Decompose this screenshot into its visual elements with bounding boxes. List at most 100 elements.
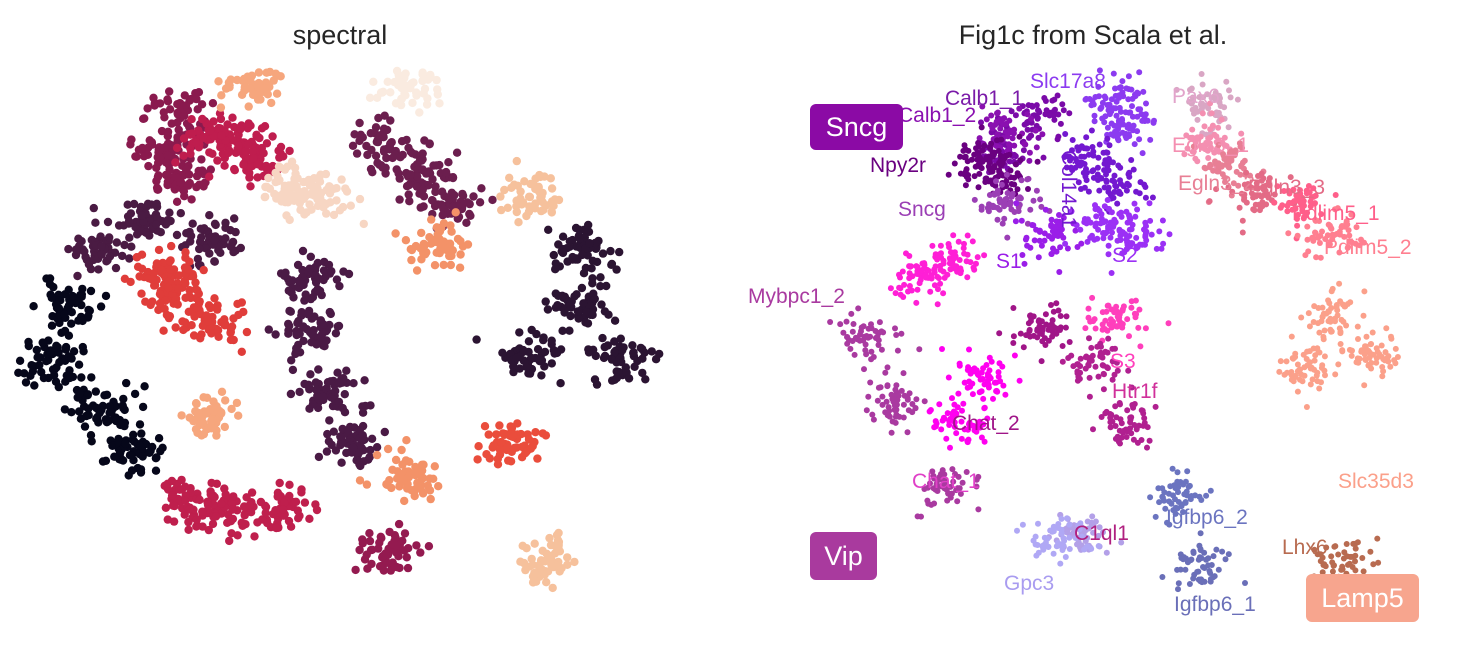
data-point <box>285 215 294 225</box>
data-point <box>979 147 985 154</box>
data-point <box>1136 422 1142 429</box>
data-point <box>372 450 382 460</box>
data-point <box>1112 403 1119 410</box>
data-point <box>923 274 930 281</box>
data-point <box>1116 210 1123 217</box>
data-point <box>1329 568 1336 575</box>
data-point <box>1108 411 1115 418</box>
cluster-chat_1 <box>926 346 1023 451</box>
cluster-label-slc35d3: Slc35d3 <box>1338 470 1414 493</box>
data-point <box>619 343 628 352</box>
cluster-label-mybpc1_2: Mybpc1_2 <box>748 285 845 308</box>
data-point <box>319 320 328 329</box>
data-point <box>549 250 558 260</box>
data-point <box>377 161 386 170</box>
data-point <box>299 336 308 346</box>
cluster-4 <box>348 111 497 233</box>
data-point <box>1027 244 1034 251</box>
data-point <box>1210 574 1217 581</box>
data-point <box>285 480 294 489</box>
data-point <box>1175 499 1182 505</box>
data-point <box>981 405 988 412</box>
cluster-htr1f <box>1059 335 1159 451</box>
data-point <box>497 205 506 215</box>
data-point <box>151 466 161 475</box>
data-point <box>170 501 179 511</box>
data-point <box>893 401 900 408</box>
data-point <box>1322 236 1329 242</box>
data-point <box>629 348 638 357</box>
data-point <box>1294 215 1300 222</box>
data-point <box>245 500 254 510</box>
data-point <box>1058 226 1065 233</box>
data-point <box>1095 154 1102 161</box>
badge-label: Vip <box>824 541 863 571</box>
data-point <box>84 404 93 413</box>
data-point <box>896 284 903 291</box>
data-point <box>978 388 985 395</box>
data-point <box>1006 158 1013 165</box>
data-point <box>205 211 214 220</box>
data-point <box>997 152 1004 159</box>
data-point <box>246 508 256 517</box>
data-point <box>509 362 518 371</box>
data-point <box>1299 207 1306 214</box>
data-point <box>433 230 442 239</box>
data-point <box>1128 157 1135 163</box>
data-point <box>202 393 212 402</box>
data-point <box>506 422 515 431</box>
data-point <box>1112 85 1118 92</box>
data-point <box>1027 333 1034 340</box>
data-point <box>247 488 257 497</box>
data-point <box>145 136 154 145</box>
data-point <box>228 505 237 514</box>
data-point <box>1068 164 1075 171</box>
data-point <box>951 423 958 430</box>
data-point <box>329 427 338 436</box>
data-point <box>426 494 435 504</box>
data-point <box>475 198 485 207</box>
data-point <box>362 141 371 151</box>
data-point <box>1051 116 1058 123</box>
data-point <box>1010 305 1017 311</box>
data-point <box>1126 173 1133 180</box>
cluster-3 <box>264 246 389 471</box>
data-point <box>123 200 132 209</box>
data-point <box>418 68 427 77</box>
data-point <box>1200 564 1206 570</box>
data-point <box>1012 161 1019 168</box>
data-point <box>1136 241 1143 248</box>
data-point <box>1088 344 1095 351</box>
data-point <box>1020 147 1027 154</box>
data-point <box>220 422 229 432</box>
data-point <box>338 202 348 212</box>
data-point <box>1112 423 1119 429</box>
data-point <box>530 539 539 548</box>
data-point <box>533 454 542 463</box>
data-point <box>951 160 958 167</box>
data-point <box>1194 134 1201 141</box>
data-point <box>993 118 1000 125</box>
data-point <box>1239 217 1246 224</box>
data-point <box>1252 193 1259 200</box>
data-point <box>411 462 420 472</box>
data-point <box>843 318 850 325</box>
data-point <box>39 373 49 383</box>
data-point <box>84 311 93 320</box>
data-point <box>1027 318 1034 325</box>
data-point <box>213 326 223 335</box>
data-point <box>862 347 869 354</box>
data-point <box>1160 240 1167 247</box>
data-point <box>1198 71 1205 77</box>
data-point <box>575 234 585 243</box>
data-point <box>1100 386 1107 393</box>
data-point <box>1131 401 1138 407</box>
data-point <box>647 347 656 356</box>
data-point <box>124 471 133 480</box>
data-point <box>322 447 332 456</box>
data-point <box>199 133 208 142</box>
data-point <box>362 550 371 559</box>
data-point <box>547 336 556 345</box>
data-point <box>1057 244 1064 251</box>
data-point <box>895 392 902 399</box>
